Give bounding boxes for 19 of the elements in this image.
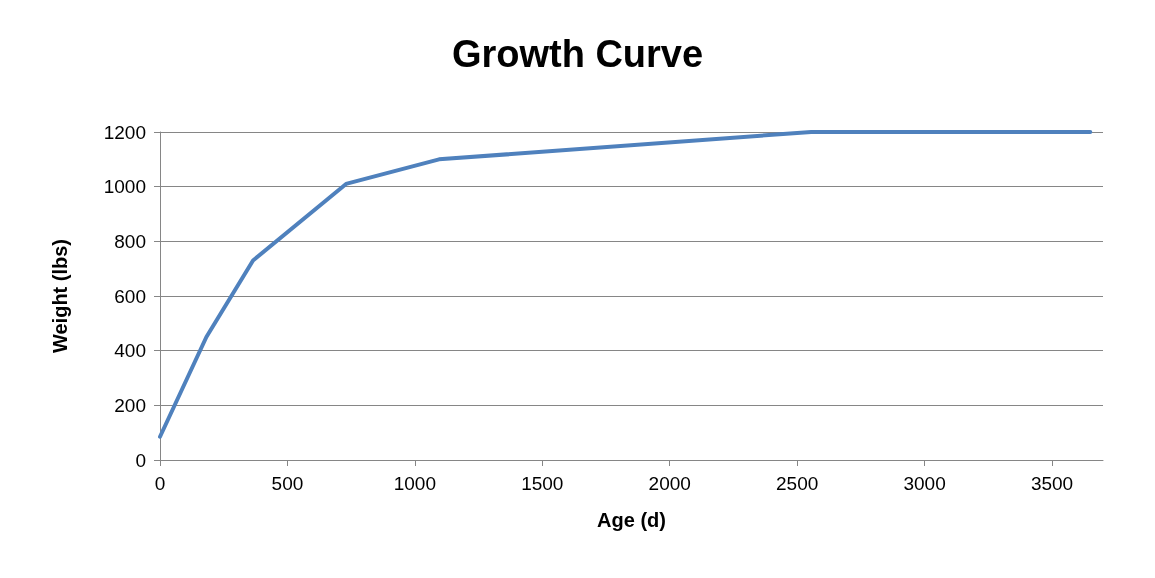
x-tick-label: 2000	[648, 473, 691, 494]
y-tick-label: 200	[114, 394, 146, 416]
x-tick-label: 1000	[393, 473, 437, 494]
y-tick-label: 1200	[103, 121, 146, 143]
x-tick-label: 3000	[903, 473, 946, 494]
x-tick-label: 3500	[1030, 473, 1074, 494]
y-axis-title: Weight (lbs)	[49, 238, 71, 354]
y-tick-label: 600	[114, 285, 146, 307]
y-tick-label: 800	[114, 230, 146, 252]
x-tick-label: 500	[271, 473, 304, 494]
x-tick-label: 2500	[776, 473, 819, 494]
chart-title: Growth Curve	[451, 33, 704, 75]
x-axis-title: Age (d)	[597, 509, 666, 531]
line-series	[158, 130, 1093, 439]
y-tick-label: 400	[114, 340, 146, 362]
x-tick-label: 0	[154, 473, 166, 494]
x-tick-label: 1500	[521, 473, 564, 494]
y-tick-label: 0	[135, 449, 146, 471]
y-tick-label: 1000	[103, 176, 146, 198]
